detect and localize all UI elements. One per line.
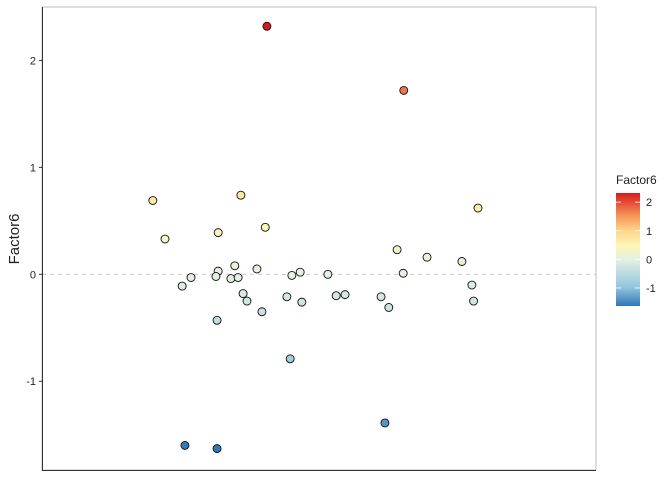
data-point xyxy=(285,354,295,364)
points-layer xyxy=(148,21,483,454)
data-point xyxy=(211,272,221,281)
data-point xyxy=(384,303,394,312)
colorbar-tick-label: 1 xyxy=(646,226,652,238)
data-point xyxy=(297,297,307,307)
data-point xyxy=(212,315,222,325)
data-point xyxy=(262,21,272,31)
colorbar-tick-label: -1 xyxy=(646,283,656,295)
data-point xyxy=(213,228,223,238)
data-point xyxy=(469,296,479,306)
colorbar-tick-label: 2 xyxy=(646,197,652,209)
data-point xyxy=(186,273,196,282)
data-point xyxy=(177,281,187,291)
data-point xyxy=(331,291,341,301)
y-axis-label: Factor6 xyxy=(6,214,23,265)
data-point xyxy=(230,261,240,271)
data-point xyxy=(422,252,432,262)
data-point xyxy=(260,222,270,232)
data-point xyxy=(340,290,350,300)
plot-panel xyxy=(41,6,597,471)
legend-title: Factor6 xyxy=(616,173,657,187)
data-point xyxy=(398,268,408,278)
data-point xyxy=(473,203,483,213)
data-point xyxy=(287,270,297,280)
colorbar-tick-label: 0 xyxy=(646,254,652,266)
data-point xyxy=(467,280,477,290)
data-point xyxy=(160,234,170,244)
colorbar-ticks: 2 1 0 -1 xyxy=(616,197,656,295)
data-point xyxy=(282,292,292,302)
data-point xyxy=(233,273,243,282)
data-point xyxy=(148,196,158,205)
data-point xyxy=(236,190,246,200)
color-legend: Factor6 2 1 0 -1 xyxy=(616,173,657,306)
data-point xyxy=(257,307,267,317)
data-point xyxy=(226,274,236,284)
y-axis-ticks: 2 1 0 -1 xyxy=(26,55,42,388)
data-point xyxy=(380,418,390,428)
y-tick-label: -1 xyxy=(26,376,36,388)
colorbar xyxy=(616,193,640,306)
data-point xyxy=(399,85,409,95)
data-point xyxy=(252,264,262,274)
data-point xyxy=(242,296,252,306)
y-tick-label: 0 xyxy=(30,269,36,281)
data-point xyxy=(180,440,190,450)
data-point xyxy=(295,267,305,277)
data-point xyxy=(376,292,386,302)
data-point xyxy=(238,289,248,299)
data-point xyxy=(392,245,402,255)
y-tick-label: 1 xyxy=(30,162,36,174)
y-tick-label: 2 xyxy=(30,55,36,67)
data-point xyxy=(457,257,467,266)
data-point xyxy=(323,269,333,279)
data-point xyxy=(212,444,222,454)
